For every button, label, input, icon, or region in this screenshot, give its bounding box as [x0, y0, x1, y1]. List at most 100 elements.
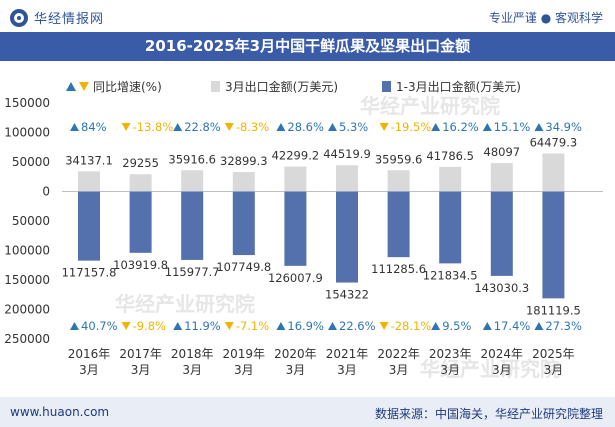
data-label-cumulative: 117157.8	[62, 266, 117, 280]
growth-down-arrow-icon	[379, 123, 389, 131]
chart-title: 2016-2025年3月中国干鲜瓜果及坚果出口金额	[144, 37, 471, 55]
growth-label: -9.8%	[133, 319, 166, 333]
data-label-cumulative: 107749.8	[216, 260, 271, 274]
data-label-march: 34137.1	[65, 153, 113, 167]
brand-logo[interactable]: 华经情报网	[10, 8, 104, 27]
growth-up-arrow-icon	[482, 123, 492, 131]
x-tick-label: 2025年 3月	[532, 347, 575, 377]
legend-swatch-march	[211, 81, 220, 92]
data-label-march: 35959.6	[375, 152, 423, 166]
data-label-cumulative: 126007.9	[268, 271, 323, 285]
legend-down-arrow-icon	[79, 82, 89, 91]
growth-up-arrow-icon	[173, 322, 183, 330]
growth-down-arrow-icon	[121, 123, 131, 131]
y-tick-label: 250000	[4, 332, 50, 346]
bar-cumulative	[129, 191, 152, 253]
growth-up-arrow-icon	[482, 322, 492, 330]
growth-label: 84%	[81, 120, 107, 134]
bar-march	[78, 171, 100, 192]
y-tick-label: 100000	[4, 126, 50, 140]
bar-cumulative	[542, 191, 565, 299]
growth-label: 27.3%	[545, 319, 582, 333]
growth-label: -19.5%	[391, 120, 432, 134]
data-label-march: 48097	[484, 145, 521, 159]
x-tick-label: 2020年 3月	[274, 347, 317, 377]
growth-label: -8.3%	[236, 120, 269, 134]
x-tick-label: 2022年 3月	[377, 347, 420, 377]
bar-march	[387, 170, 410, 192]
growth-down-arrow-icon	[224, 322, 234, 330]
x-tick-label: 2019年 3月	[223, 347, 266, 377]
data-label-cumulative: 111285.6	[371, 262, 426, 276]
y-tick-label: 0	[42, 185, 50, 199]
bar-cumulative	[284, 191, 307, 266]
legend-swatch-cumulative	[382, 81, 391, 92]
bar-cumulative	[336, 191, 358, 283]
bar-cumulative	[232, 191, 255, 256]
x-tick-label: 2023年 3月	[429, 347, 472, 377]
growth-label: 5.3%	[339, 120, 368, 134]
data-label-march: 42299.2	[272, 149, 320, 163]
bar-march	[232, 172, 255, 192]
data-label-cumulative: 143030.3	[474, 281, 529, 295]
growth-label: 16.9%	[287, 319, 324, 333]
growth-up-arrow-icon	[328, 322, 337, 330]
y-tick-label: 50000	[12, 214, 50, 228]
legend-label-march: 3月出口金额(万美元)	[225, 79, 338, 94]
growth-up-arrow-icon	[276, 322, 286, 330]
y-tick-label: 200000	[4, 303, 50, 317]
bar-march	[490, 163, 513, 192]
growth-label: 11.9%	[184, 319, 221, 333]
x-tick-label: 2017年 3月	[119, 347, 162, 377]
tagline: 专业严谨 ● 客观科学	[488, 11, 603, 25]
data-label-cumulative: 115977.7	[165, 265, 220, 279]
bar-march	[336, 165, 358, 192]
growth-up-arrow-icon	[534, 123, 544, 131]
website-link[interactable]: www.huaon.com	[10, 405, 110, 419]
growth-label: 22.6%	[339, 319, 376, 333]
data-label-cumulative: 103919.8	[113, 258, 168, 272]
data-label-march: 35916.6	[168, 152, 216, 166]
logo-text: 华经情报网	[34, 12, 105, 27]
watermark-text: 华经产业研究院	[420, 357, 560, 381]
growth-label: -7.1%	[236, 319, 269, 333]
growth-label: 17.4%	[494, 319, 531, 333]
bar-march	[542, 153, 565, 192]
footer: www.huaon.com 数据来源：中国海关，华经产业研究院整理	[0, 397, 615, 427]
data-label-cumulative: 121834.5	[423, 268, 478, 282]
growth-up-arrow-icon	[534, 322, 544, 330]
data-label-march: 44519.9	[323, 147, 371, 161]
growth-up-arrow-icon	[431, 322, 441, 330]
growth-up-arrow-icon	[70, 123, 79, 131]
y-tick-label: 100000	[4, 244, 50, 258]
data-label-march: 64479.3	[530, 135, 578, 149]
growth-up-arrow-icon	[276, 123, 286, 131]
growth-up-arrow-icon	[70, 322, 79, 330]
y-tick-label: 150000	[4, 273, 50, 287]
bar-cumulative	[181, 191, 204, 260]
x-tick-label: 2016年 3月	[68, 347, 111, 377]
bar-cumulative	[490, 191, 513, 276]
data-label-cumulative: 154322	[325, 288, 369, 302]
bars-layer	[78, 153, 565, 299]
top-bar: 华经情报网 专业严谨 ● 客观科学	[0, 0, 615, 32]
growth-label: 34.9%	[545, 120, 582, 134]
growth-label: 16.2%	[442, 120, 479, 134]
growth-down-arrow-icon	[224, 123, 234, 131]
watermark-text: 华经产业研究院	[360, 94, 500, 118]
bar-march	[284, 166, 307, 192]
bar-cumulative	[439, 191, 462, 264]
data-source: 数据来源：中国海关，华经产业研究院整理	[374, 407, 603, 421]
data-label-cumulative: 181119.5	[526, 303, 581, 317]
growth-label: 40.7%	[81, 319, 118, 333]
growth-up-arrow-icon	[173, 123, 183, 131]
growth-label: 9.5%	[442, 319, 471, 333]
growth-down-arrow-icon	[121, 322, 131, 330]
bar-march	[129, 174, 152, 192]
logo-icon	[10, 8, 28, 27]
x-tick-label: 2021年 3月	[326, 347, 369, 377]
x-axis: 2016年 3月 2017年 3月 2018年 3月 2019年 3月 2020年 3月 2021年…	[68, 347, 575, 377]
growth-up-arrow-icon	[431, 123, 441, 131]
